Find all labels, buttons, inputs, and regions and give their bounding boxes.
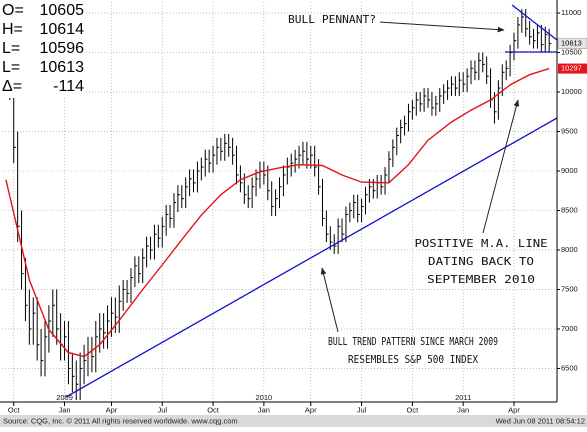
annotation-arrow xyxy=(379,21,505,33)
annotation: BULL PENNANT? xyxy=(288,13,376,26)
footer xyxy=(0,415,587,427)
y-tick-label: 8500 xyxy=(561,205,578,214)
y-tick-label: 10500 xyxy=(561,48,582,57)
x-tick-label: Jan xyxy=(258,405,270,414)
moving-average xyxy=(5,67,550,358)
quote-label: O= xyxy=(2,2,24,19)
quote-label: L= xyxy=(2,40,20,57)
quote-value: 10613 xyxy=(40,59,85,76)
y-tick-label: 7000 xyxy=(561,324,578,333)
x-tick-label: Apr xyxy=(305,405,317,414)
year-label: 2010 xyxy=(256,393,273,402)
timestamp: Wed Jun 08 2011 08:54:12 xyxy=(496,416,585,425)
annotation: BULL TREND PATTERN SINCE MARCH 2009 xyxy=(328,335,498,348)
x-tick-label: Jul xyxy=(157,405,167,414)
quote-label: H= xyxy=(2,21,23,38)
annotation: POSITIVE M.A. LINE xyxy=(415,237,548,250)
x-tick-label: Oct xyxy=(8,405,21,414)
y-tick-label: 9500 xyxy=(561,127,578,136)
plot-marks xyxy=(5,9,552,401)
y-tick-label: 6500 xyxy=(561,363,578,372)
annotation-arrow xyxy=(482,99,520,234)
year-label: 2009 xyxy=(56,393,73,402)
quote-value: -114 xyxy=(53,78,84,95)
axis-labels: 6500 7000 7500 8000 8500 9000 9500 10000 10500 11… xyxy=(8,8,587,414)
x-tick-label: Jan xyxy=(457,405,469,414)
quote-value: 10614 xyxy=(40,21,85,38)
pennant-upper-line xyxy=(511,4,558,41)
annotation: RESEMBLES S&P 500 INDEX xyxy=(348,353,478,366)
y-tick-label: 8000 xyxy=(561,245,578,254)
x-tick-label: Jan xyxy=(58,405,70,414)
y-tick-label: 11000 xyxy=(561,8,581,17)
quote-label: Δ= xyxy=(2,78,22,95)
quote-value: 10596 xyxy=(40,40,85,57)
y-tick-label: 9000 xyxy=(561,166,578,175)
quote: O= 10605 H= 10614 L= 10596 L= 10613 Δ= -114 xyxy=(2,2,84,95)
x-tick-label: Apr xyxy=(508,405,520,414)
quote-box xyxy=(0,0,86,98)
year-label: 2011 xyxy=(455,393,471,402)
ma-value-label: 10297 xyxy=(561,64,582,73)
last-price-label: 10613 xyxy=(561,39,582,48)
quote-value: 10605 xyxy=(40,2,85,19)
ma-value-box xyxy=(558,63,587,74)
annotation: DATING BACK TO xyxy=(428,255,534,268)
x-tick-label: Apr xyxy=(106,405,118,414)
x-tick-label: Jul xyxy=(357,405,367,414)
y-tick-label: 10000 xyxy=(561,87,582,96)
y-tick-label: 7500 xyxy=(561,284,578,293)
source-note: Source: CQG, Inc. © 2011 All rights rese… xyxy=(3,416,238,425)
quote-label: L= xyxy=(2,59,20,76)
annotation: SEPTEMBER 2010 xyxy=(427,273,535,286)
trend-line xyxy=(65,117,558,398)
grid xyxy=(2,2,557,402)
annotation-arrow xyxy=(320,267,339,333)
last-price-box xyxy=(557,38,587,49)
x-tick-label: Oct xyxy=(407,405,420,414)
x-tick-label: Oct xyxy=(207,405,220,414)
